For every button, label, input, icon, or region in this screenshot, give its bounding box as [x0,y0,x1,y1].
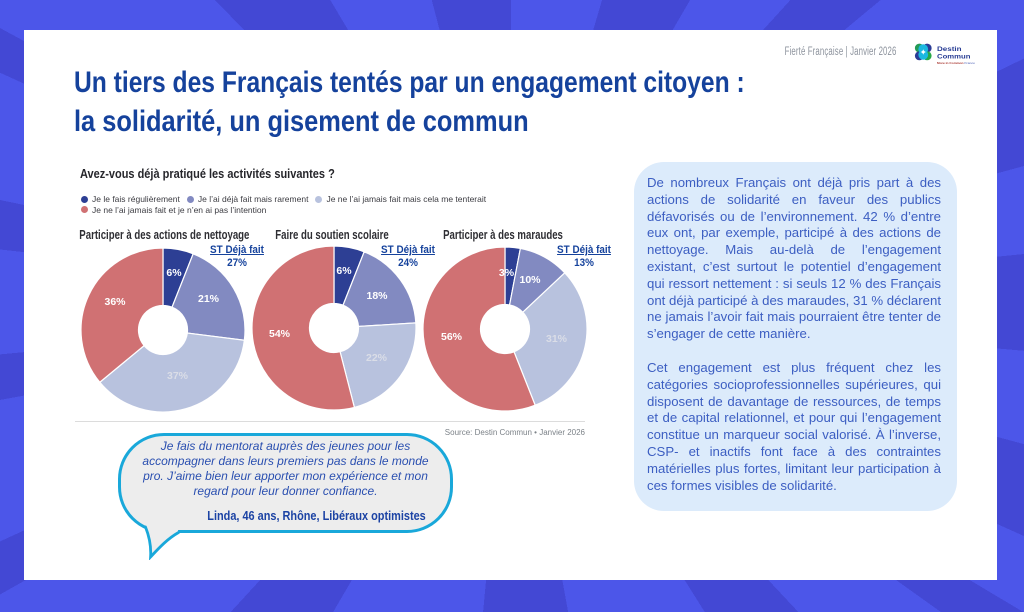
svg-text:Destin: Destin [937,46,962,53]
svg-text:More in Common France: More in Common France [937,61,975,65]
svg-text:Commun: Commun [937,54,971,61]
